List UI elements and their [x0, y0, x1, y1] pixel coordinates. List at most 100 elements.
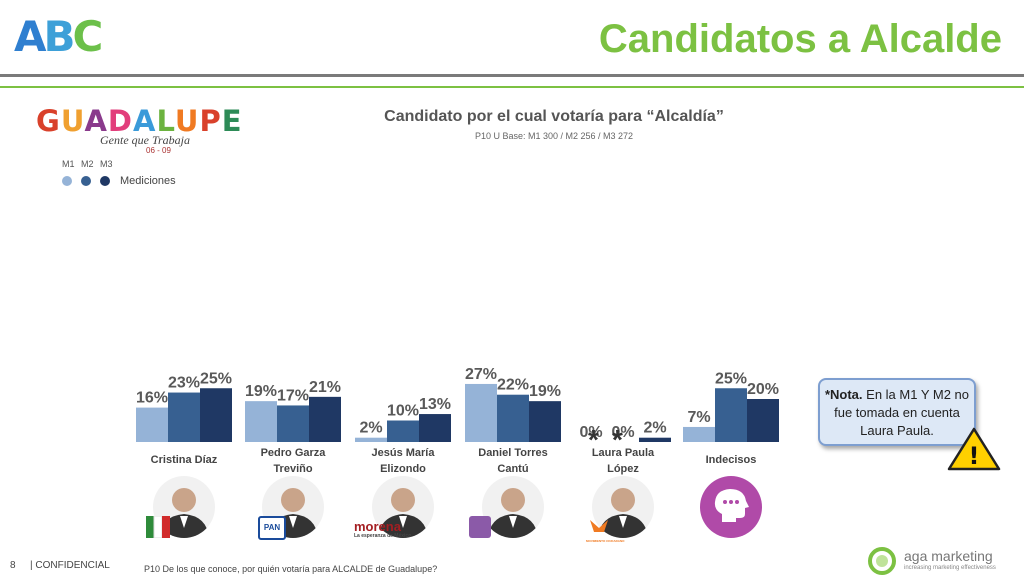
- abc-logo: ABC: [14, 12, 103, 61]
- bar-m3-2: [419, 414, 451, 442]
- candidate-name-line1: Cristina Díaz: [150, 454, 218, 466]
- data-label-m3-0: 25%: [200, 370, 232, 387]
- data-label-m3-2: 13%: [419, 396, 451, 413]
- bar-m1-3: [465, 383, 497, 442]
- data-label-m2-3: 22%: [497, 377, 529, 394]
- undecided-icon: [700, 476, 762, 538]
- legend-code-m3: M3: [100, 159, 113, 169]
- data-label-m1-5: 7%: [687, 409, 710, 426]
- data-label-m3-4: 2%: [643, 420, 666, 437]
- wordmark-letter: A: [133, 104, 157, 138]
- guadalupe-years: 06 - 09: [146, 146, 171, 155]
- data-label-m1-1: 19%: [245, 383, 277, 400]
- candidate-name-line1: Indecisos: [705, 454, 757, 466]
- guadalupe-logo: GUADALUPE Gente que Trabaja 06 - 09: [36, 106, 266, 155]
- bar-m1-2: [355, 437, 387, 442]
- candidate-label: Cristina Díaz: [129, 452, 239, 468]
- candidate-label: Pedro Garza Treviño: [238, 445, 348, 477]
- candidate-name-line2: Elizondo: [380, 463, 426, 475]
- legend-label: Mediciones: [120, 175, 176, 187]
- wordmark-letter: E: [221, 104, 243, 138]
- candidate-label: Indecisos: [676, 452, 786, 468]
- candidate-name-line2: Cantú: [497, 463, 529, 475]
- candidate-photo: [482, 476, 544, 538]
- bar-m1-1: [245, 401, 277, 442]
- party-square-icon: [469, 516, 491, 538]
- bar-m3-3: [529, 401, 561, 442]
- confidential-label: | CONFIDENCIAL: [30, 560, 110, 571]
- legend-dot-m2: [81, 176, 91, 186]
- chart-subtitle: P10 U Base: M1 300 / M2 256 / M3 272: [474, 131, 634, 141]
- asterisk-m2: *: [612, 424, 623, 455]
- chart-legend: M1 M2 M3 Mediciones: [62, 159, 176, 187]
- note-text: En la M1 Y M2 no fue tomada en cuenta La…: [834, 387, 970, 438]
- bar-m2-0: [168, 392, 200, 442]
- data-label-m1-2: 2%: [359, 420, 382, 437]
- candidate-label: Laura Paula López: [568, 445, 678, 477]
- chart-title: Candidato por el cual votaría para “Alca…: [384, 108, 724, 125]
- page-title: Candidatos a Alcalde: [598, 17, 1002, 61]
- note-box: *Nota. En la M1 Y M2 no fue tomada en cu…: [818, 378, 976, 446]
- data-label-m2-5: 25%: [715, 370, 747, 387]
- header-divider-green: [0, 86, 1024, 88]
- bar-m2-2: [387, 420, 419, 442]
- aga-name: aga marketing: [904, 548, 993, 564]
- aga-marketing-logo: aga marketing increasing marketing effec…: [866, 546, 1016, 576]
- candidate-name-line1: Laura Paula: [591, 447, 655, 459]
- bar-m3-4: [639, 437, 671, 442]
- pan-logo: PAN: [258, 516, 286, 540]
- data-label-m3-1: 21%: [309, 379, 341, 396]
- data-label-m1-0: 16%: [136, 390, 168, 407]
- warning-icon: !: [947, 427, 1001, 471]
- wordmark-letter: P: [199, 104, 222, 138]
- bar-m3-1: [309, 396, 341, 442]
- guadalupe-wordmark: GUADALUPE: [36, 106, 266, 136]
- aga-swirl-icon: [868, 547, 896, 575]
- movimiento-ciudadano-logo: MOVIMIENTO CIUDADANO: [586, 518, 624, 543]
- wordmark-letter: A: [84, 104, 108, 138]
- aga-tagline: increasing marketing effectiveness: [904, 565, 996, 571]
- data-label-m3-3: 19%: [529, 383, 561, 400]
- header-divider-gray: [0, 74, 1024, 77]
- bar-m3-5: [747, 399, 779, 442]
- legend-dot-m1: [62, 176, 72, 186]
- bar-m3-0: [200, 388, 232, 442]
- data-label-m2-1: 17%: [277, 387, 309, 404]
- bar-m2-3: [497, 394, 529, 442]
- wordmark-letter: U: [60, 104, 85, 138]
- candidate-name-line2: Treviño: [273, 463, 313, 475]
- note-bold: *Nota.: [824, 387, 863, 402]
- wordmark-letter: D: [107, 104, 133, 138]
- morena-logo: morena La esperanza de México: [354, 519, 412, 539]
- asterisk-m1: *: [588, 424, 599, 455]
- candidate-label: Jesús María Elizondo: [348, 445, 458, 477]
- data-label-m1-3: 27%: [465, 366, 497, 383]
- legend-code-m1: M1: [62, 159, 75, 169]
- candidate-name-line2: López: [607, 463, 639, 475]
- candidate-photo: [372, 476, 434, 538]
- bar-m1-0: [136, 407, 168, 442]
- candidate-name-line1: Daniel Torres: [478, 447, 548, 459]
- data-label-m1-4: 0%: [579, 424, 602, 441]
- candidate-label: Daniel Torres Cantú: [458, 445, 568, 477]
- data-label-m2-0: 23%: [168, 375, 200, 392]
- legend-code-m2: M2: [81, 159, 94, 169]
- bar-m2-1: [277, 405, 309, 442]
- warning-mark: !: [969, 442, 980, 470]
- legend-dot-m3: [100, 176, 110, 186]
- candidate-name-line1: Pedro Garza: [260, 447, 326, 459]
- data-label-m2-2: 10%: [387, 403, 419, 420]
- guadalupe-tagline: Gente que Trabaja: [100, 133, 190, 147]
- wordmark-letter: L: [156, 104, 175, 138]
- wordmark-letter: U: [174, 104, 200, 138]
- candidate-name-line1: Jesús María: [371, 447, 435, 459]
- bar-m1-5: [683, 426, 715, 442]
- page-number: 8: [10, 560, 16, 571]
- question-footnote: P10 De los que conoce, por quién votaría…: [144, 564, 438, 574]
- data-label-m2-4: 0%: [611, 424, 634, 441]
- data-label-m3-5: 20%: [747, 381, 779, 398]
- wordmark-letter: G: [36, 104, 61, 138]
- bar-m2-5: [715, 388, 747, 442]
- pri-logo: [146, 515, 170, 543]
